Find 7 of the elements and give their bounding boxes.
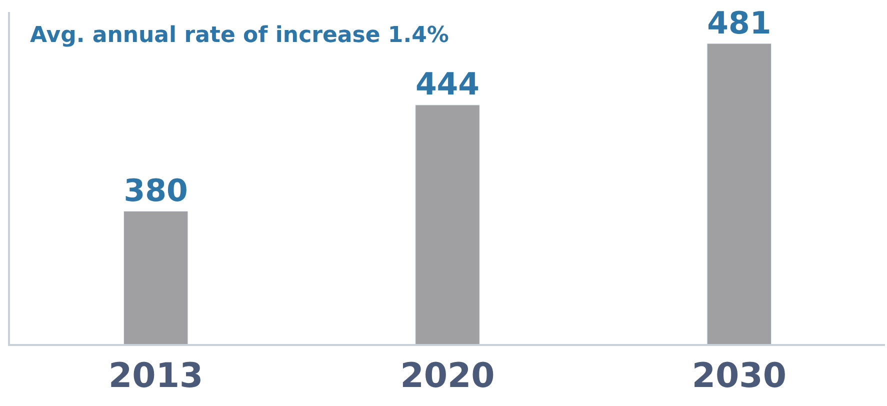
x-tick-label: 2030 [692,356,786,396]
annotation: Avg. annual rate of increase 1.4% [30,23,449,48]
x-tick-label: 2013 [108,356,204,396]
x-tick-label: 2020 [400,356,495,396]
data-label: 380 [124,172,188,209]
data-label: 481 [707,5,772,42]
data-label: 444 [415,66,480,103]
